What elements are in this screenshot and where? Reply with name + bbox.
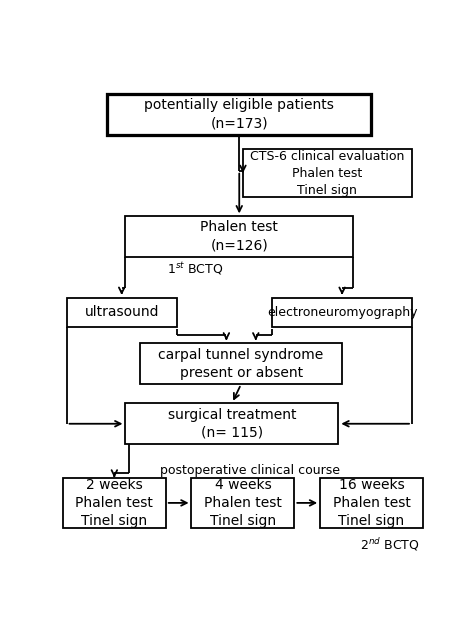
Text: electroneuromyography: electroneuromyography bbox=[267, 306, 418, 319]
FancyBboxPatch shape bbox=[63, 478, 166, 528]
FancyBboxPatch shape bbox=[107, 94, 372, 135]
FancyBboxPatch shape bbox=[66, 298, 177, 326]
Text: postoperative clinical course: postoperative clinical course bbox=[160, 464, 340, 477]
FancyBboxPatch shape bbox=[243, 149, 412, 197]
FancyBboxPatch shape bbox=[272, 298, 412, 326]
Text: 1$^{st}$ BCTQ: 1$^{st}$ BCTQ bbox=[167, 261, 223, 277]
Text: surgical treatment
(n= 115): surgical treatment (n= 115) bbox=[168, 407, 296, 440]
Text: 2$^{nd}$ BCTQ: 2$^{nd}$ BCTQ bbox=[360, 536, 420, 553]
FancyBboxPatch shape bbox=[125, 403, 338, 444]
Text: potentially eligible patients
(n=173): potentially eligible patients (n=173) bbox=[144, 98, 334, 131]
Text: 2 weeks
Phalen test
Tinel sign: 2 weeks Phalen test Tinel sign bbox=[75, 477, 153, 528]
FancyBboxPatch shape bbox=[191, 478, 294, 528]
Text: 16 weeks
Phalen test
Tinel sign: 16 weeks Phalen test Tinel sign bbox=[333, 477, 410, 528]
Text: carpal tunnel syndrome
present or absent: carpal tunnel syndrome present or absent bbox=[158, 348, 324, 380]
Text: CTS-6 clinical evaluation
Phalen test
Tinel sign: CTS-6 clinical evaluation Phalen test Ti… bbox=[250, 150, 405, 197]
Text: 4 weeks
Phalen test
Tinel sign: 4 weeks Phalen test Tinel sign bbox=[204, 477, 282, 528]
Text: ultrasound: ultrasound bbox=[84, 305, 159, 319]
FancyBboxPatch shape bbox=[140, 343, 342, 384]
FancyBboxPatch shape bbox=[320, 478, 423, 528]
FancyBboxPatch shape bbox=[125, 216, 353, 257]
Text: Phalen test
(n=126): Phalen test (n=126) bbox=[201, 221, 278, 253]
